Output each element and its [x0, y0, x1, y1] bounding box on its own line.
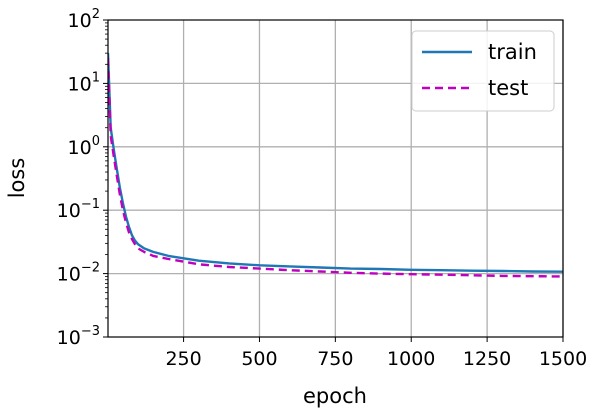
series-lines: [108, 53, 563, 278]
y-axis-label: loss: [5, 158, 29, 199]
y-axis-ticks: 10−3 10−2 10−1 100 101 102: [57, 7, 108, 349]
y-tick-label: 10−2: [57, 261, 100, 286]
watermark-text: 知乎 @Yiwen: [488, 387, 594, 407]
series-line-test: [108, 58, 563, 278]
x-tick-label: 250: [165, 348, 201, 370]
x-axis-label: epoch: [303, 384, 367, 408]
y-tick-label: 101: [68, 70, 100, 95]
y-tick-label: 102: [68, 7, 100, 32]
x-tick-label: 750: [317, 348, 353, 370]
x-tick-label: 1500: [539, 348, 587, 370]
y-tick-label: 100: [68, 134, 100, 159]
x-tick-label: 500: [241, 348, 277, 370]
legend-label-test: test: [488, 76, 528, 100]
legend-label-train: train: [488, 40, 537, 64]
x-axis-ticks: 250 500 750 1000 1250 1500: [165, 337, 587, 370]
y-tick-label: 10−1: [57, 197, 100, 222]
x-tick-label: 1000: [387, 348, 435, 370]
legend: train test: [411, 30, 555, 112]
x-tick-label: 1250: [463, 348, 511, 370]
y-tick-label: 10−3: [57, 324, 100, 349]
series-line-train: [108, 53, 563, 273]
